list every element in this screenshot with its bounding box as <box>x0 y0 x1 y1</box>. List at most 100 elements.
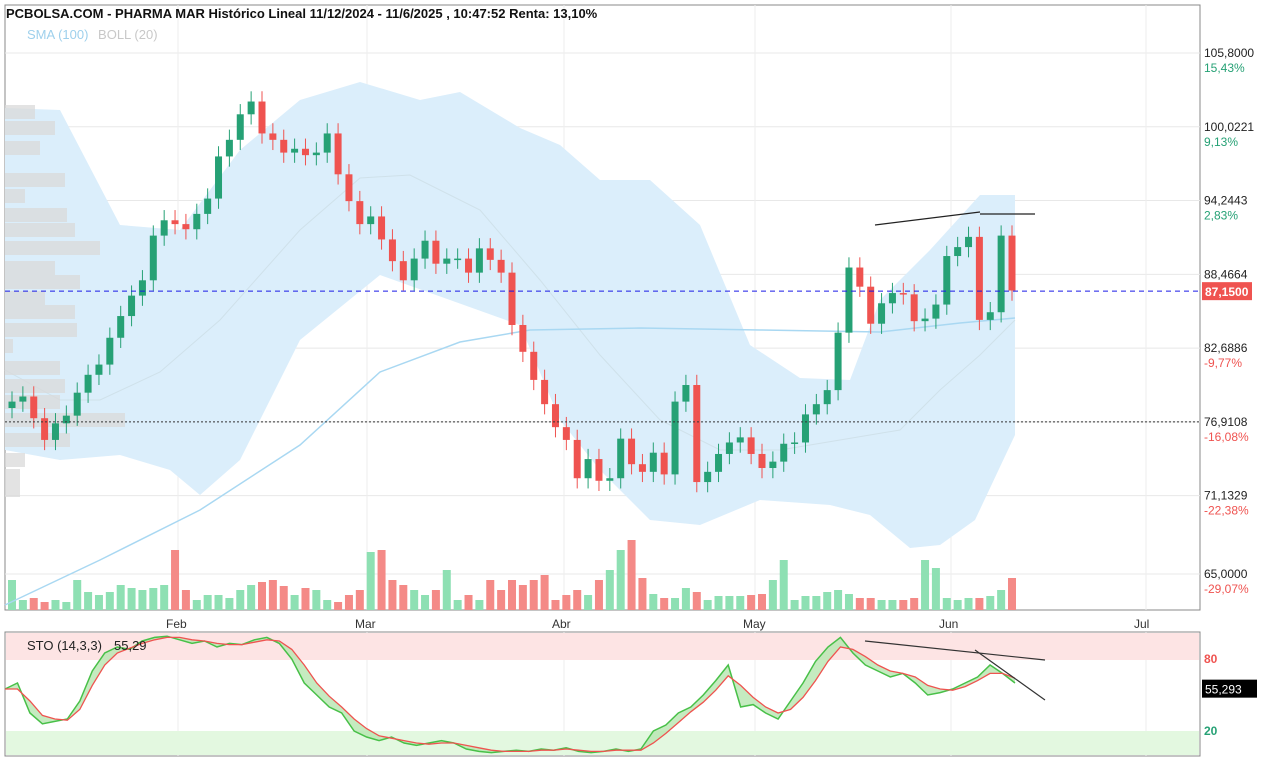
volume-bar <box>551 600 560 610</box>
candle-body <box>106 337 114 365</box>
volume-bar <box>584 595 593 610</box>
candle-body <box>856 267 864 287</box>
candle-body <box>117 316 125 338</box>
candle-body <box>660 452 668 475</box>
volume-bar <box>834 590 843 610</box>
volume-bar <box>758 594 766 610</box>
volume-profile-bar <box>5 323 77 337</box>
volume-bar <box>801 596 810 610</box>
volume-bar <box>399 585 408 610</box>
x-tick-label: Feb <box>166 617 187 631</box>
volume-bar <box>323 600 332 610</box>
sto-d-line <box>5 636 1016 753</box>
volume-profile-bar <box>5 379 65 393</box>
x-tick-label: Jun <box>939 617 958 631</box>
sto-last-value: 55,293 <box>1205 683 1242 697</box>
candle-body <box>301 148 309 156</box>
candle-body <box>638 464 646 472</box>
candle-body <box>910 294 918 322</box>
volume-profile-bar <box>5 261 55 275</box>
volume-bar <box>51 600 60 610</box>
volume-bar <box>388 580 397 610</box>
volume-profile-bar <box>5 483 20 497</box>
volume-bar <box>442 570 451 610</box>
volume-bar <box>290 595 299 610</box>
candle-body <box>323 133 331 153</box>
volume-profile-bar <box>5 433 70 447</box>
candle-body <box>399 261 407 281</box>
volume-bar <box>714 596 723 610</box>
volume-bar <box>921 560 930 610</box>
volume-bar <box>703 600 712 610</box>
candle-body <box>128 295 136 317</box>
volume-bar <box>605 570 614 610</box>
volume-bar <box>203 595 212 610</box>
candle-body <box>19 396 27 402</box>
volume-bar <box>681 588 690 610</box>
candle-body <box>388 239 396 262</box>
volume-bar <box>8 580 16 610</box>
candle-body <box>562 427 570 440</box>
candle-body <box>845 267 853 333</box>
candle-body <box>975 236 983 320</box>
volume-bar <box>464 595 473 610</box>
candle-body <box>551 404 559 428</box>
candle-body <box>541 379 549 405</box>
chart-legend: SMA (100) BOLL (20) <box>27 27 158 42</box>
candle-body <box>584 459 592 479</box>
volume-bar <box>540 575 549 610</box>
candle-body <box>1008 235 1016 291</box>
candle-body <box>769 461 777 469</box>
volume-profile-bar <box>5 223 75 237</box>
candle-body <box>628 438 636 465</box>
candle-body <box>986 312 994 320</box>
volume-bar <box>105 592 114 610</box>
candle-body <box>269 133 277 140</box>
volume-bar <box>1008 578 1016 610</box>
candle-body <box>704 471 712 483</box>
volume-bar <box>768 580 777 610</box>
y-tick-label: 94,2443 <box>1204 194 1248 208</box>
candle-body <box>997 235 1005 313</box>
volume-bar <box>84 592 93 610</box>
y-tick-pct: 2,83% <box>1204 209 1238 223</box>
volume-bar <box>453 600 462 610</box>
candle-body <box>606 478 614 481</box>
volume-bar <box>671 598 680 610</box>
sto-last-badge <box>1202 679 1257 698</box>
candle-body <box>225 139 233 157</box>
candle-body <box>95 364 103 375</box>
volume-bar <box>594 580 603 610</box>
volume-profile-bar <box>5 173 65 187</box>
volume-bar <box>127 588 136 610</box>
candle-body <box>356 201 364 225</box>
sma-100-line <box>4 317 1016 606</box>
volume-profile-bar <box>5 361 60 375</box>
volume-profile-bar <box>5 339 13 353</box>
candle-body <box>573 439 581 479</box>
candle-body <box>62 415 70 424</box>
volume-bar <box>18 600 27 610</box>
candle-body <box>247 101 255 115</box>
volume-profile-bar <box>5 275 80 289</box>
volume-bar <box>877 600 886 610</box>
candle-body <box>160 220 168 236</box>
volume-bar <box>997 590 1006 610</box>
candle-body <box>475 248 483 273</box>
y-tick-label: 71,1329 <box>1204 489 1248 503</box>
volume-bar <box>649 594 658 610</box>
volume-bar <box>344 595 353 610</box>
volume-bar <box>497 590 506 610</box>
volume-bar <box>964 598 973 610</box>
legend-sma: SMA (100) <box>27 27 89 42</box>
candle-body <box>965 236 973 248</box>
volume-bar <box>660 598 669 610</box>
candle-body <box>236 114 244 140</box>
volume-bar <box>366 552 375 610</box>
volume-bar <box>410 590 419 610</box>
candle-body <box>73 392 81 416</box>
candle-body <box>30 396 38 419</box>
volume-bar <box>29 598 38 610</box>
sto-title: STO (14,3,3) <box>27 638 102 653</box>
candle-body <box>410 258 418 281</box>
